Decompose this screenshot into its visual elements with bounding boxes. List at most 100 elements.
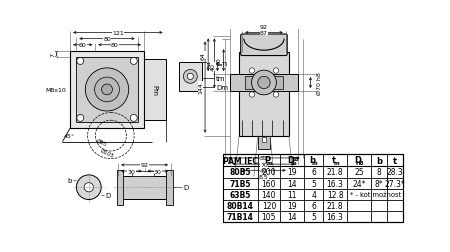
Text: m: m xyxy=(311,161,317,165)
Bar xyxy=(239,53,289,136)
Text: 21.8: 21.8 xyxy=(327,168,343,177)
Circle shape xyxy=(77,115,84,122)
Text: b: b xyxy=(309,155,315,164)
Circle shape xyxy=(187,74,194,80)
Text: 27.3*: 27.3* xyxy=(385,179,405,188)
Text: 140: 140 xyxy=(262,190,276,199)
Text: 85: 85 xyxy=(260,156,268,161)
FancyBboxPatch shape xyxy=(241,35,287,56)
Text: 12.8: 12.8 xyxy=(327,190,343,199)
Text: m: m xyxy=(290,161,296,165)
Text: 30: 30 xyxy=(154,169,162,174)
Text: m: m xyxy=(267,161,273,165)
Text: bm: bm xyxy=(216,61,227,67)
Bar xyxy=(70,52,144,129)
Bar xyxy=(230,75,298,91)
Circle shape xyxy=(76,175,101,200)
Text: 80: 80 xyxy=(103,37,111,42)
Circle shape xyxy=(249,69,255,74)
Text: 6: 6 xyxy=(311,168,316,177)
Bar xyxy=(179,62,202,91)
Circle shape xyxy=(94,78,119,102)
Text: * - kot možnost: * - kot možnost xyxy=(350,191,401,197)
Text: 8*: 8* xyxy=(374,179,383,188)
Text: 63B5: 63B5 xyxy=(230,190,251,199)
Text: D: D xyxy=(183,184,189,191)
Text: D: D xyxy=(354,155,361,164)
Text: M8x10: M8x10 xyxy=(45,88,66,92)
Circle shape xyxy=(86,69,129,112)
Text: t: t xyxy=(393,156,397,165)
Text: 5: 5 xyxy=(311,212,316,221)
Text: tm: tm xyxy=(216,76,225,81)
Text: D: D xyxy=(106,192,111,198)
Text: b: b xyxy=(68,177,72,183)
Circle shape xyxy=(273,69,279,74)
Text: Ø70 h8: Ø70 h8 xyxy=(317,72,322,94)
Circle shape xyxy=(183,70,197,84)
Text: P: P xyxy=(264,155,270,164)
Text: 80: 80 xyxy=(111,43,119,48)
Text: t: t xyxy=(332,155,336,164)
Text: 14: 14 xyxy=(288,179,297,188)
Circle shape xyxy=(84,183,94,192)
Bar xyxy=(245,77,283,89)
Text: PAM IEC: PAM IEC xyxy=(223,156,258,165)
Text: 8.5: 8.5 xyxy=(259,174,269,179)
Text: 45°: 45° xyxy=(64,134,75,139)
Text: 19: 19 xyxy=(288,201,297,210)
Text: 21.8: 21.8 xyxy=(327,201,343,210)
Text: 49: 49 xyxy=(260,168,268,173)
Circle shape xyxy=(258,77,270,89)
Bar xyxy=(261,138,266,142)
Bar xyxy=(144,59,166,121)
Circle shape xyxy=(130,115,137,122)
Text: 64: 64 xyxy=(201,52,206,59)
Text: 60: 60 xyxy=(216,57,221,65)
Text: 40: 40 xyxy=(210,63,215,71)
Circle shape xyxy=(252,71,276,96)
Text: D: D xyxy=(287,155,294,164)
Circle shape xyxy=(130,58,137,65)
Bar xyxy=(258,136,270,150)
Text: Ø85: Ø85 xyxy=(95,138,108,147)
Circle shape xyxy=(102,85,112,96)
Bar xyxy=(117,170,123,205)
Text: 60: 60 xyxy=(79,43,87,48)
Text: b: b xyxy=(376,156,382,165)
Text: 11: 11 xyxy=(288,190,297,199)
Text: m: m xyxy=(333,161,339,165)
Text: 16.3: 16.3 xyxy=(327,179,343,188)
Text: 80B5: 80B5 xyxy=(230,168,251,177)
Text: 84: 84 xyxy=(207,60,212,68)
Text: 28.3: 28.3 xyxy=(387,168,404,177)
Text: 120: 120 xyxy=(262,201,276,210)
Text: Dm: Dm xyxy=(216,85,228,91)
Text: 25: 25 xyxy=(354,168,364,177)
Text: 92: 92 xyxy=(140,163,148,168)
Text: 80B14: 80B14 xyxy=(227,201,254,210)
Text: 30: 30 xyxy=(127,169,135,174)
Bar xyxy=(223,154,404,222)
Bar xyxy=(76,58,138,122)
Text: 92: 92 xyxy=(260,25,268,30)
Bar xyxy=(118,176,171,199)
Circle shape xyxy=(249,92,255,98)
Text: 19: 19 xyxy=(288,168,297,177)
Text: 16.3: 16.3 xyxy=(327,212,343,221)
Text: 144: 144 xyxy=(198,82,203,94)
Text: 200: 200 xyxy=(262,168,276,177)
Text: 7: 7 xyxy=(51,53,56,57)
Text: 8: 8 xyxy=(377,168,381,177)
Text: E8: E8 xyxy=(292,156,299,162)
Text: 70: 70 xyxy=(260,162,268,167)
Text: 71B5: 71B5 xyxy=(230,179,251,188)
Text: 71B14: 71B14 xyxy=(227,212,254,221)
Bar xyxy=(166,170,172,205)
Text: 24*: 24* xyxy=(352,179,366,188)
Text: 160: 160 xyxy=(262,179,276,188)
Text: 87: 87 xyxy=(260,31,268,36)
Text: 121: 121 xyxy=(112,31,124,36)
Bar xyxy=(132,171,154,176)
Text: Pm: Pm xyxy=(152,85,158,96)
